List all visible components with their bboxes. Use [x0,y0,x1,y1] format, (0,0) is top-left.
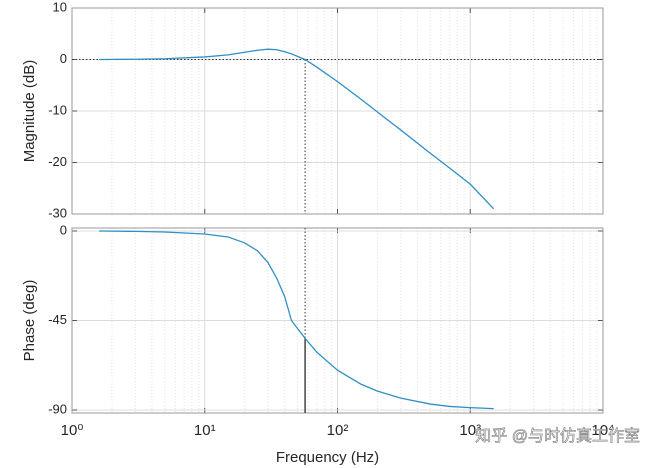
x-tick-label: 10⁰ [61,422,84,439]
y-tick-label: -45 [48,312,67,327]
y-tick-label: 0 [60,222,67,237]
x-axis-label: Frequency (Hz) [276,449,379,466]
axes-box [71,227,604,414]
y-tick-label: -10 [48,102,67,117]
y-axis-label: Phase (deg) [21,280,38,362]
response-line [99,48,495,210]
axes-box [71,7,604,215]
y-tick-label: -90 [48,401,67,416]
y-tick-label: -20 [48,154,67,169]
x-tick-label: 10⁴ [591,422,614,439]
watermark: 知乎 @与时仿真工作室 [475,427,640,445]
response-line [99,230,494,410]
y-tick-label: -30 [48,205,67,220]
x-tick-label: 10³ [459,422,481,439]
x-tick-label: 10² [327,422,349,439]
y-axis-label: Magnitude (dB) [21,60,38,163]
y-tick-label: 10 [53,0,67,14]
x-tick-label: 10¹ [194,422,216,439]
y-tick-label: 0 [60,51,67,66]
